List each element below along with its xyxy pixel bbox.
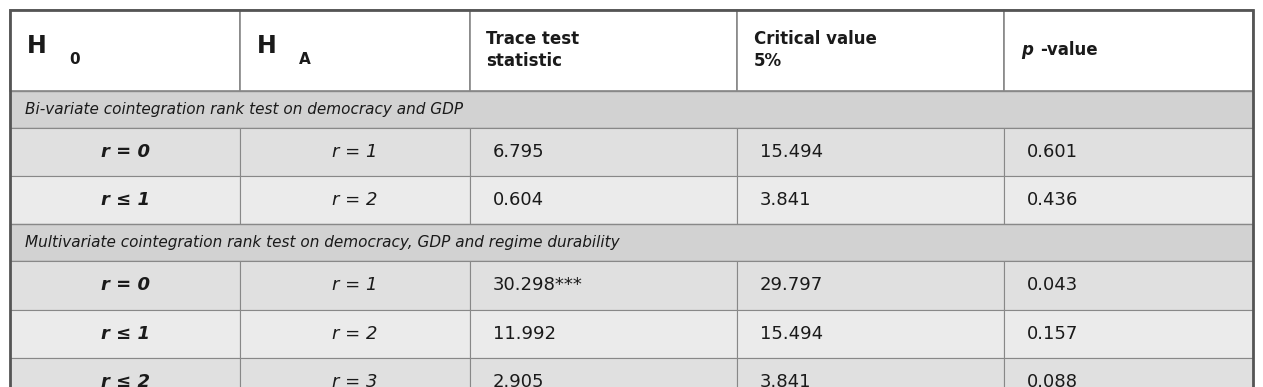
Bar [1004, 10, 1253, 91]
Text: r = 3: r = 3 [332, 373, 378, 387]
Bar [470, 310, 738, 358]
Bar [738, 176, 1004, 224]
Text: 6.795: 6.795 [493, 143, 544, 161]
Bar [738, 10, 1004, 91]
Text: A: A [299, 53, 311, 67]
Bar [10, 10, 240, 91]
Text: 3.841: 3.841 [760, 373, 811, 387]
Text: r = 2: r = 2 [332, 325, 378, 343]
Text: Multivariate cointegration rank test on democracy, GDP and regime durability: Multivariate cointegration rank test on … [25, 235, 620, 250]
Text: 0.088: 0.088 [1027, 373, 1079, 387]
Text: 30.298***: 30.298*** [493, 276, 582, 295]
Bar [470, 261, 738, 310]
Text: r ≤ 1: r ≤ 1 [101, 325, 149, 343]
Text: r = 1: r = 1 [332, 276, 378, 295]
Text: 15.494: 15.494 [760, 143, 823, 161]
Bar [738, 358, 1004, 387]
Bar [240, 176, 470, 224]
Text: -value: -value [1039, 41, 1098, 59]
Bar [470, 128, 738, 176]
Text: Bi-variate cointegration rank test on democracy and GDP: Bi-variate cointegration rank test on de… [25, 102, 464, 117]
Text: p: p [1021, 41, 1033, 59]
Text: r = 0: r = 0 [101, 276, 149, 295]
Bar [738, 128, 1004, 176]
Bar [1004, 128, 1253, 176]
Text: Critical value: Critical value [754, 31, 877, 48]
Bar [1004, 358, 1253, 387]
Bar [1004, 261, 1253, 310]
Text: H: H [256, 34, 277, 58]
Text: Trace test: Trace test [486, 31, 580, 48]
Bar [240, 10, 470, 91]
Bar [10, 224, 1253, 261]
Bar [10, 91, 1253, 128]
Text: r = 0: r = 0 [101, 143, 149, 161]
Bar [470, 176, 738, 224]
Bar [10, 310, 240, 358]
Text: 3.841: 3.841 [760, 191, 811, 209]
Text: 11.992: 11.992 [493, 325, 556, 343]
Text: 0.601: 0.601 [1027, 143, 1079, 161]
Text: 0: 0 [69, 53, 80, 67]
Text: 2.905: 2.905 [493, 373, 544, 387]
Text: 15.494: 15.494 [760, 325, 823, 343]
Text: 0.436: 0.436 [1027, 191, 1079, 209]
Text: 29.797: 29.797 [760, 276, 823, 295]
Text: r ≤ 1: r ≤ 1 [101, 191, 149, 209]
Text: 5%: 5% [754, 52, 782, 70]
Text: 0.043: 0.043 [1027, 276, 1079, 295]
Bar [470, 10, 738, 91]
Text: 0.604: 0.604 [493, 191, 544, 209]
Bar [470, 358, 738, 387]
Text: r = 1: r = 1 [332, 143, 378, 161]
Bar [10, 358, 240, 387]
Bar [240, 358, 470, 387]
Bar [240, 261, 470, 310]
Text: statistic: statistic [486, 52, 562, 70]
Bar [240, 128, 470, 176]
Text: H: H [27, 34, 47, 58]
Bar [10, 261, 240, 310]
Bar [1004, 310, 1253, 358]
Bar [1004, 176, 1253, 224]
Bar [240, 310, 470, 358]
Bar [10, 176, 240, 224]
Bar [738, 261, 1004, 310]
Text: r ≤ 2: r ≤ 2 [101, 373, 149, 387]
Bar [10, 128, 240, 176]
Text: 0.157: 0.157 [1027, 325, 1079, 343]
Bar [738, 310, 1004, 358]
Text: r = 2: r = 2 [332, 191, 378, 209]
